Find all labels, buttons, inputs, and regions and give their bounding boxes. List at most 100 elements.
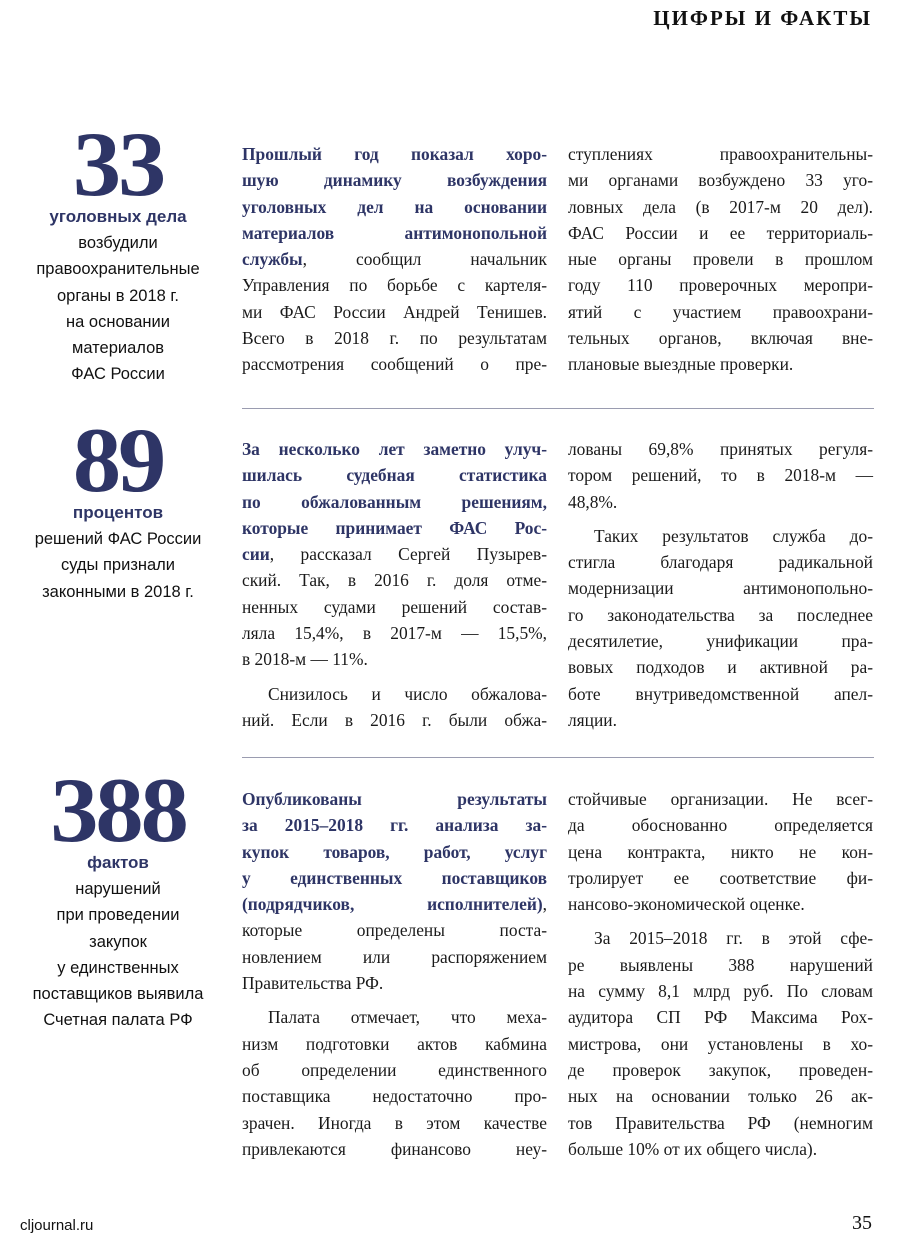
- text-line: боте внутриведомственной апел-: [568, 683, 873, 704]
- text-column-right: ступлениях правоохранительны-ми органами…: [568, 141, 873, 386]
- lead-text: шую динамику возбуждения: [242, 170, 547, 191]
- fact-description-line: у единственных: [57, 958, 179, 977]
- text-line: ловных дела (в 2017-м 20 дел).: [568, 196, 873, 217]
- paragraph: лованы 69,8% принятых регуля-тором решен…: [568, 436, 873, 515]
- text-line: сии, рассказал Сергей Пузырев-: [242, 541, 547, 567]
- text-line: плановые выездные проверки.: [568, 354, 794, 375]
- text-line: купок товаров, работ, услуг: [242, 839, 547, 865]
- section-divider: [242, 757, 874, 758]
- fact-number: 89: [72, 409, 166, 511]
- lead-text: которые принимает ФАС Рос-: [242, 517, 547, 538]
- lead-text: материалов антимонопольной: [242, 222, 547, 243]
- text-line: Правительства РФ.: [242, 973, 384, 994]
- text-line: десятилетие, унификации пра-: [568, 631, 873, 652]
- lead-text: шилась судебная статистика: [242, 465, 547, 486]
- fact-unit: уголовных дела: [49, 207, 187, 226]
- lead-text: по обжалованным решениям,: [242, 491, 547, 512]
- lead-text: Опубликованы результаты: [242, 789, 547, 809]
- fact-description: возбудили правоохранительные органы в 2018…: [18, 230, 218, 388]
- lead-text: За несколько лет заметно улуч-: [242, 439, 547, 459]
- text-line: ми ФАС России Андрей Тенишев.: [242, 301, 547, 322]
- text-line: шую динамику возбуждения: [242, 167, 547, 193]
- paragraph: стойчивые организации. Не всег-да обосно…: [568, 786, 873, 917]
- text-column-left: Прошлый год показал хоро-шую динамику во…: [242, 141, 547, 386]
- section-divider: [242, 408, 874, 409]
- fact-description: решений ФАС России суды признали законными…: [18, 526, 218, 605]
- text-line: ступлениях правоохранительны-: [568, 144, 873, 164]
- lead-text: службы: [242, 249, 303, 270]
- text-line: ные органы провели в прошлом: [568, 249, 873, 270]
- paragraph: Прошлый год показал хоро-шую динамику во…: [242, 141, 547, 378]
- fact-description-line: поставщиков выявила: [32, 985, 204, 1004]
- text-line: тов Правительства РФ (немногим: [568, 1112, 873, 1133]
- text-line: За несколько лет заметно улуч-: [242, 436, 547, 462]
- text-line: Опубликованы результаты: [242, 786, 547, 812]
- fact-number: 388: [50, 759, 189, 861]
- text-line: привлекаются финансово неу-: [242, 1138, 547, 1159]
- text-line: лованы 69,8% принятых регуля-: [568, 439, 873, 459]
- fact-description-line: на основании: [66, 312, 170, 331]
- text-column-left: Опубликованы результаты за 2015–2018 гг. …: [242, 786, 547, 1170]
- text-line: вовых подходов и активной ра-: [568, 657, 873, 678]
- text-line: мистрова, они установлены в хо-: [568, 1033, 873, 1054]
- text-line: зрачен. Иногда в этом качестве: [242, 1112, 547, 1133]
- text-line: ФАС России и ее территориаль-: [568, 222, 873, 243]
- fact-description-line: органы в 2018 г.: [57, 286, 179, 305]
- text-line: по обжалованным решениям,: [242, 489, 547, 515]
- lead-text: за 2015–2018 гг. анализа за-: [242, 815, 547, 836]
- body-text: ,: [542, 894, 547, 915]
- text-line: ре выявлены 388 нарушений: [568, 954, 873, 975]
- text-line: стойчивые организации. Не всег-: [568, 789, 873, 809]
- text-line: шилась судебная статистика: [242, 462, 547, 488]
- fact-description-line: ФАС России: [71, 365, 165, 384]
- text-line: стигла благодаря радикальной: [568, 552, 873, 573]
- fact-description-line: при проведении: [56, 906, 180, 925]
- paragraph: ступлениях правоохранительны-ми органами…: [568, 141, 873, 378]
- fact-description-line: возбудили: [78, 234, 158, 252]
- text-line: ненных судами решений состав-: [242, 596, 547, 617]
- text-column-right: лованы 69,8% принятых регуля-тором решен…: [568, 436, 873, 741]
- text-line: которые определены поста-: [242, 920, 547, 941]
- text-line: поставщика недостаточно про-: [242, 1086, 547, 1107]
- text-line: году 110 проверочных меропри-: [568, 275, 873, 296]
- text-line: ляции.: [568, 709, 617, 730]
- text-line: (подрядчиков, исполнителей),: [242, 891, 547, 917]
- text-line: Снизилось и число обжалова-: [268, 683, 547, 704]
- text-line: модернизации антимонопольно-: [568, 578, 873, 599]
- text-line: новлением или распоряжением: [242, 946, 547, 967]
- fact-description-line: Счетная палата РФ: [43, 1011, 193, 1030]
- text-column-right: стойчивые организации. Не всег-да обосно…: [568, 786, 873, 1170]
- body-text: , рассказал Сергей Пузырев-: [269, 544, 547, 565]
- lead-text: (подрядчиков, исполнителей): [242, 894, 543, 915]
- text-line: ятий с участием правоохрани-: [568, 301, 873, 322]
- text-line: об определении единственного: [242, 1059, 547, 1080]
- text-line: го законодательства за последнее: [568, 604, 873, 625]
- text-line: Таких результатов служба до-: [594, 525, 873, 546]
- fact-description: нарушений при проведении закупок у единстве…: [18, 876, 218, 1034]
- text-line: на сумму 8,1 млрд руб. По словам: [568, 981, 873, 1002]
- text-line: за 2015–2018 гг. анализа за-: [242, 812, 547, 838]
- text-line: цена контракта, никто не кон-: [568, 841, 873, 862]
- text-line: рассмотрения сообщений о пре-: [242, 354, 547, 375]
- fact-description-line: суды признали: [60, 556, 176, 575]
- text-line: ных на основании только 26 ак-: [568, 1086, 873, 1107]
- text-line: нансово-экономической оценке.: [568, 894, 805, 915]
- text-line: больше 10% от их общего числа).: [568, 1138, 818, 1159]
- text-line: За 2015–2018 гг. в этой сфе-: [594, 928, 873, 949]
- text-line: материалов антимонопольной: [242, 220, 547, 246]
- fact-unit: процентов: [72, 503, 164, 522]
- fact-block: 89 процентов решений ФАС России суды приз…: [18, 414, 218, 605]
- paragraph: Таких результатов служба до-стигла благо…: [568, 523, 873, 733]
- section-title: ЦИФРЫ И ФАКТЫ: [653, 6, 872, 30]
- paragraph: Опубликованы результаты за 2015–2018 гг. …: [242, 786, 547, 996]
- text-line: 48,8%.: [568, 491, 618, 512]
- text-line: да обоснованно определяется: [568, 815, 873, 836]
- fact-description-line: правоохранительные: [36, 260, 200, 279]
- text-line: ский. Так, в 2016 г. доля отме-: [242, 570, 547, 591]
- text-line: низм подготовки актов кабмина: [242, 1033, 547, 1054]
- body-text: , сообщил начальник: [302, 249, 547, 270]
- fact-number: 33: [72, 113, 166, 215]
- text-line: тельных органов, включая вне-: [568, 328, 873, 349]
- text-line: аудитора СП РФ Максима Рох-: [568, 1007, 873, 1028]
- fact-description-line: законными в 2018 г.: [42, 582, 194, 601]
